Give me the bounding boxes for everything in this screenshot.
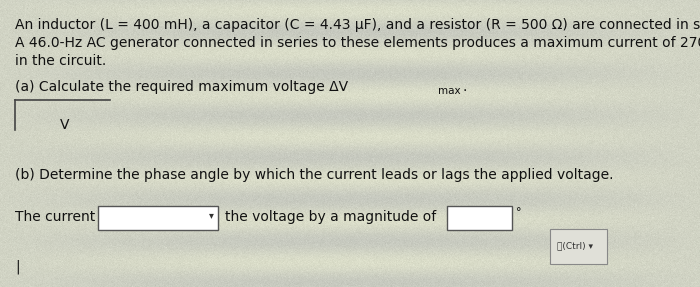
Text: An inductor (L = 400 mH), a capacitor (C = 4.43 μF), and a resistor (R = 500 Ω) : An inductor (L = 400 mH), a capacitor (C… xyxy=(15,18,700,32)
Text: .: . xyxy=(462,80,466,94)
Text: (a) Calculate the required maximum voltage ΔV: (a) Calculate the required maximum volta… xyxy=(15,80,348,94)
Text: ▾: ▾ xyxy=(209,210,214,220)
Text: V: V xyxy=(60,118,69,132)
Text: The current: The current xyxy=(15,210,95,224)
Text: the voltage by a magnitude of: the voltage by a magnitude of xyxy=(225,210,436,224)
Text: (b) Determine the phase angle by which the current leads or lags the applied vol: (b) Determine the phase angle by which t… xyxy=(15,168,613,182)
FancyBboxPatch shape xyxy=(550,228,606,264)
Bar xyxy=(447,206,512,230)
Text: A 46.0-Hz AC generator connected in series to these elements produces a maximum : A 46.0-Hz AC generator connected in seri… xyxy=(15,36,700,50)
Bar xyxy=(98,206,218,230)
Text: |: | xyxy=(15,260,20,274)
Text: ⎘(Ctrl) ▾: ⎘(Ctrl) ▾ xyxy=(557,241,593,250)
Text: in the circuit.: in the circuit. xyxy=(15,54,106,68)
Text: max: max xyxy=(438,86,461,96)
Text: °: ° xyxy=(516,207,522,217)
